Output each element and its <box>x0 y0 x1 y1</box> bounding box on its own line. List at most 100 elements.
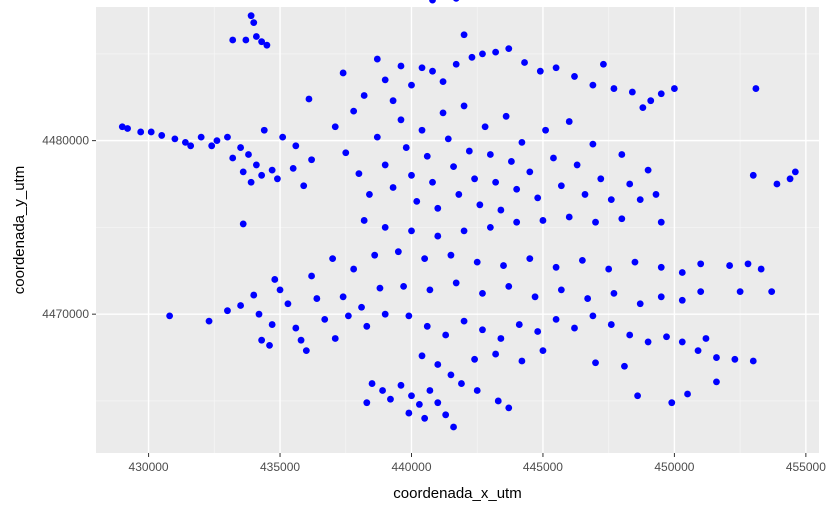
data-point <box>486 223 494 231</box>
data-point <box>252 161 260 169</box>
data-point <box>757 265 765 273</box>
data-point <box>224 307 231 315</box>
data-point <box>242 36 250 44</box>
data-point <box>260 126 268 134</box>
data-point <box>363 322 371 330</box>
data-point <box>247 12 255 20</box>
data-point <box>626 331 634 339</box>
data-point <box>239 168 247 176</box>
data-point <box>492 48 500 56</box>
data-point <box>581 191 589 198</box>
data-point <box>402 144 410 151</box>
data-point <box>434 204 442 212</box>
x-tick-label: 435000 <box>260 460 300 474</box>
data-point <box>460 317 468 325</box>
data-point <box>610 289 618 297</box>
data-point <box>429 67 436 75</box>
data-point <box>426 286 434 294</box>
data-point <box>442 411 450 419</box>
data-point <box>229 36 237 44</box>
data-point <box>289 164 297 172</box>
data-point <box>408 392 415 400</box>
data-point <box>479 326 486 334</box>
plot-panel <box>96 7 819 453</box>
data-point <box>297 336 305 344</box>
data-point <box>526 255 534 263</box>
data-point <box>571 324 578 332</box>
data-point <box>423 152 431 160</box>
data-point <box>263 41 271 49</box>
data-point <box>124 125 131 132</box>
data-point <box>663 333 670 341</box>
data-point <box>697 288 705 296</box>
data-point <box>607 321 615 328</box>
data-point <box>452 60 460 68</box>
data-point <box>749 171 757 179</box>
data-point <box>494 397 502 405</box>
data-point <box>500 262 507 269</box>
data-point <box>471 355 478 363</box>
data-point <box>444 135 452 143</box>
data-point <box>197 133 205 141</box>
data-point <box>678 338 686 346</box>
data-point <box>389 97 397 105</box>
data-point <box>539 347 547 355</box>
data-point <box>397 116 405 124</box>
x-tick-label: 440000 <box>391 460 431 474</box>
data-point <box>245 151 252 158</box>
data-point <box>355 170 363 177</box>
data-point <box>258 171 266 179</box>
data-point <box>421 255 429 263</box>
data-point <box>702 335 710 342</box>
data-point <box>400 283 408 290</box>
data-point <box>171 135 179 143</box>
y-axis-title: coordenada_y_utm <box>11 166 28 294</box>
data-point <box>678 269 686 276</box>
data-point <box>713 354 720 361</box>
data-point <box>447 251 455 259</box>
data-point <box>239 220 247 228</box>
data-point <box>557 286 565 294</box>
data-point <box>534 328 542 335</box>
data-point <box>381 310 389 318</box>
data-point <box>597 175 605 183</box>
data-point <box>465 147 473 155</box>
data-point <box>313 295 321 302</box>
data-point <box>521 59 528 66</box>
data-point <box>137 128 145 136</box>
data-point <box>429 178 436 186</box>
data-point <box>518 138 526 146</box>
data-point <box>713 378 720 386</box>
data-point <box>450 423 457 431</box>
data-point <box>258 38 266 46</box>
data-point <box>381 76 389 84</box>
data-point <box>363 399 371 407</box>
data-point <box>258 336 266 344</box>
data-point <box>534 194 542 202</box>
data-point <box>271 276 279 283</box>
data-points <box>118 0 799 431</box>
data-point <box>450 163 457 171</box>
data-point <box>644 338 652 346</box>
data-point <box>678 296 686 304</box>
data-point <box>408 227 415 235</box>
data-point <box>505 404 513 412</box>
data-point <box>684 390 691 398</box>
data-point <box>460 31 468 39</box>
data-point <box>752 85 760 92</box>
data-point <box>471 175 478 183</box>
data-point <box>518 357 526 365</box>
data-point <box>497 206 505 214</box>
data-point <box>657 218 665 226</box>
data-point <box>473 387 481 394</box>
data-point <box>268 321 276 328</box>
data-point <box>205 317 213 325</box>
data-point <box>552 315 560 323</box>
data-point <box>481 123 489 131</box>
data-point <box>592 359 599 367</box>
data-point <box>358 303 365 311</box>
data-point <box>589 81 597 89</box>
data-point <box>250 19 258 27</box>
data-point <box>381 161 389 169</box>
data-point <box>331 335 339 342</box>
